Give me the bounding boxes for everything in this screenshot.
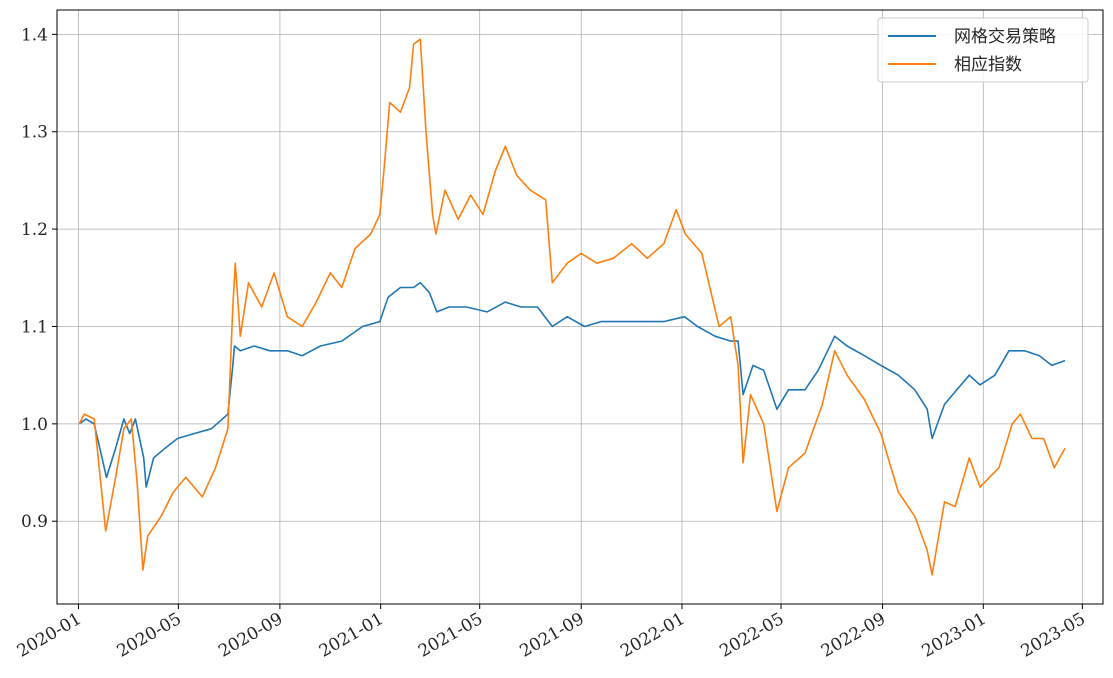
y-axis: 0.9 1.0 1.1 1.2 1.3 1.4 <box>21 25 57 532</box>
legend: 网格交易策略 相应指数 <box>877 17 1089 83</box>
y-tick-label: 1.2 <box>21 220 48 240</box>
series-layer <box>78 38 1066 576</box>
legend-box <box>877 17 1089 83</box>
grid-lines <box>57 10 1103 604</box>
y-tick-label: 1.0 <box>21 415 48 435</box>
y-tick-label: 1.3 <box>21 123 48 143</box>
x-tick-label: 2020-01 <box>14 609 85 662</box>
y-tick-label: 1.1 <box>21 317 48 337</box>
legend-label-1: 相应指数 <box>954 55 1022 75</box>
y-tick-label: 1.4 <box>21 25 48 45</box>
series-line-1 <box>78 38 1066 576</box>
x-tick-label: 2021-09 <box>517 609 588 662</box>
x-tick-label: 2022-05 <box>716 609 787 662</box>
x-tick-label: 2022-09 <box>818 609 889 662</box>
x-tick-label: 2023-01 <box>919 609 990 662</box>
x-tick-label: 2020-05 <box>114 609 185 662</box>
x-tick-label: 2022-01 <box>617 609 688 662</box>
x-axis: 2020-01 2020-05 2020-09 2021-01 2021-05 2021-… <box>14 604 1089 662</box>
plot-frame <box>56 9 1104 605</box>
x-tick-label: 2023-05 <box>1018 609 1089 662</box>
x-tick-label: 2021-05 <box>415 609 486 662</box>
x-tick-label: 2021-01 <box>316 609 387 662</box>
y-tick-label: 0.9 <box>21 512 48 532</box>
series-line-0 <box>78 281 1066 488</box>
x-tick-label: 2020-09 <box>215 609 286 662</box>
legend-label-0: 网格交易策略 <box>954 27 1056 47</box>
